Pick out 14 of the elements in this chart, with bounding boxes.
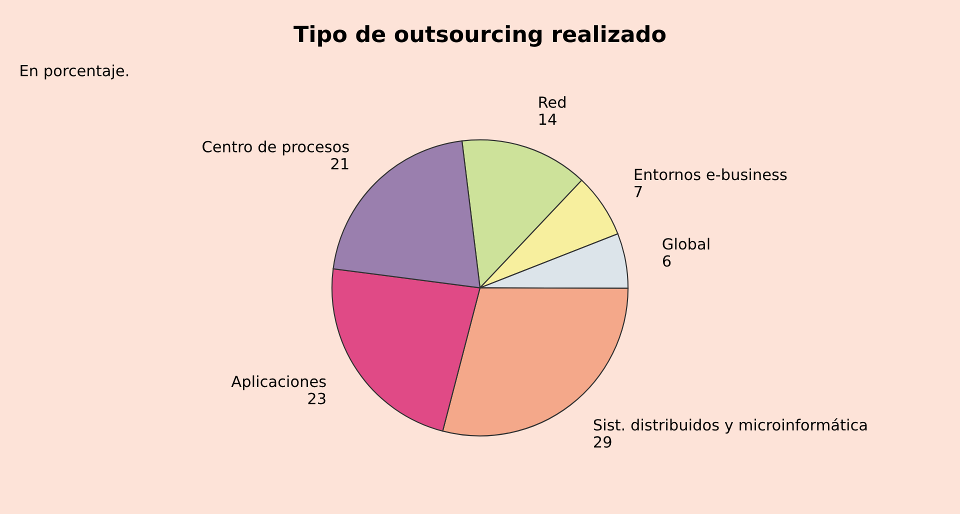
text: En porcentaje. <box>20 64 128 80</box>
data-label: 21 <box>331 158 348 170</box>
data-label: 29 <box>594 436 612 448</box>
data-label: 6 <box>662 255 671 267</box>
slice-label: Sist. distribuidos y microinformática <box>594 418 867 434</box>
slice-label: Global <box>662 238 710 250</box>
slice-label: Entornos e-business <box>634 168 787 180</box>
slice-label: Red <box>539 96 566 108</box>
data-label: 14 <box>539 114 556 125</box>
slice-label: Centro de procesos <box>202 140 349 156</box>
slice-label: Aplicaciones <box>231 375 326 390</box>
chart-title: Tipo de outsourcing realizado <box>294 25 666 47</box>
data-label: 7 <box>634 186 642 198</box>
data-label: 23 <box>308 392 326 404</box>
